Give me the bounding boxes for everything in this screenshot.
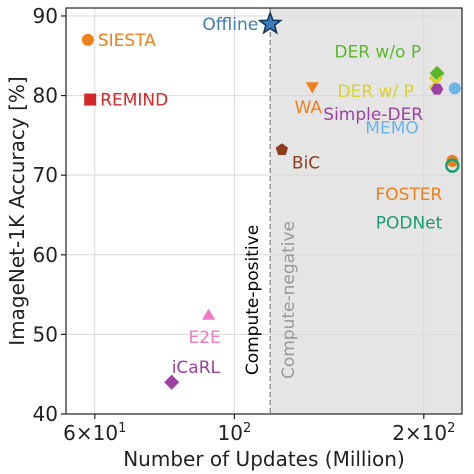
y-axis-title: ImageNet-1K Accuracy [%] [5, 76, 29, 345]
point-remind [84, 93, 97, 106]
label-remind: REMIND [100, 91, 168, 111]
label-bic: BiC [292, 154, 320, 174]
y-tick-label: 90 [33, 4, 58, 28]
label-podnet: PODNet [376, 214, 443, 234]
y-tick-label: 60 [33, 243, 58, 267]
label-icarl: iCaRL [172, 358, 221, 378]
point-e2e [202, 308, 216, 320]
label-siesta: SIESTA [98, 31, 156, 51]
point-siesta [81, 33, 94, 46]
label-wa: WA [295, 98, 323, 118]
x-tick-label: 102 [218, 421, 252, 445]
point-icarl [164, 374, 180, 390]
x-axis-title: Number of Updates (Million) [123, 447, 405, 471]
point-bic [275, 143, 289, 155]
label-offline: Offline [202, 15, 258, 35]
point-wa [305, 82, 319, 94]
compute-positive-label: Compute-positive [243, 225, 263, 375]
point-memo [448, 82, 461, 95]
plot-frame [65, 7, 463, 415]
compute-negative-region [270, 8, 462, 414]
x-tick-label: 6×101 [63, 421, 126, 445]
label-foster: FOSTER [375, 185, 442, 205]
label-e2e: E2E [188, 328, 220, 348]
label-memo: MEMO [365, 118, 418, 138]
point-simple-der [430, 83, 444, 95]
x-tick-label: 2×102 [392, 421, 455, 445]
label-simple-der: Simple-DER [323, 105, 423, 125]
label-der-w-o-p: DER w/o P [334, 42, 421, 62]
y-tick-label: 80 [33, 84, 58, 108]
y-tick-label: 40 [33, 402, 58, 426]
y-tick-label: 50 [33, 322, 58, 346]
point-offline [257, 10, 283, 35]
label-der-w-p: DER w/ P [337, 82, 413, 102]
compute-negative-label: Compute-negative [279, 221, 299, 379]
y-tick-label: 70 [33, 163, 58, 187]
point-podnet [445, 158, 460, 173]
